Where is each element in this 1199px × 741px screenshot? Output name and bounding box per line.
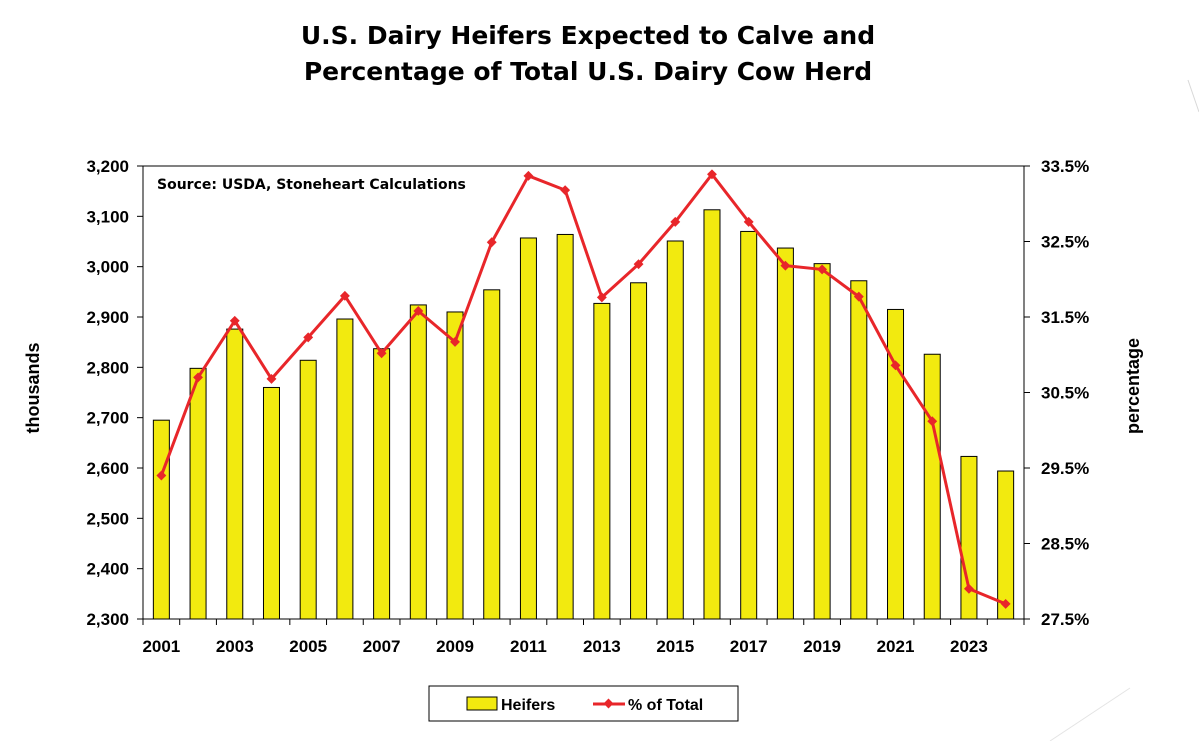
axes: 3,200 3,100 3,000 2,900 2,800 2,700 2,600 2,500… (86, 157, 1089, 656)
decorative-slide-line (1187, 79, 1199, 113)
legend-label-percent: % of Total (628, 697, 703, 714)
point-percent-of-total (156, 470, 167, 481)
x-tick-label: 2005 (289, 637, 327, 656)
point-percent-of-total (927, 416, 938, 427)
y-axis-right-title: percentage (1123, 338, 1143, 434)
y-left-tick-label: 2,500 (86, 509, 129, 528)
point-percent-of-total (339, 290, 350, 301)
x-tick-label: 2021 (877, 637, 915, 656)
x-tick-label: 2013 (583, 637, 621, 656)
x-tick-label: 2017 (730, 637, 768, 656)
bar-heifers (519, 237, 537, 620)
point-percent-of-total (193, 372, 204, 383)
point-percent-of-total (963, 583, 974, 594)
bar-heifers (960, 455, 978, 620)
point-percent-of-total (817, 264, 828, 275)
y-axis-left-title: thousands (23, 342, 43, 433)
chart-title-line-1: U.S. Dairy Heifers Expected to Calve and (301, 21, 875, 50)
bar-heifers (189, 367, 207, 620)
bar-heifers (373, 348, 391, 620)
x-tick-label: 2023 (950, 637, 988, 656)
y-right-tick-label: 31.5% (1041, 308, 1089, 327)
line-series-percent (156, 169, 1011, 609)
point-percent-of-total (853, 291, 864, 302)
bar-heifers (299, 359, 317, 620)
point-percent-of-total (670, 216, 681, 227)
source-annotation: Source: USDA, Stoneheart Calculations (157, 177, 466, 193)
point-percent-of-total (890, 360, 901, 371)
y-right-tick-label: 29.5% (1041, 459, 1089, 478)
legend: Heifers % of Total (428, 685, 739, 722)
y-left-tick-label: 3,200 (86, 157, 129, 176)
bar-series-heifers (152, 209, 1015, 620)
y-right-tick-label: 28.5% (1041, 535, 1089, 554)
x-tick-label: 2011 (510, 637, 547, 656)
bar-heifers (483, 289, 501, 620)
bar-heifers (776, 247, 794, 620)
bar-heifers (666, 240, 684, 620)
bar-heifers (262, 386, 280, 620)
y-left-tick-label: 2,900 (86, 308, 129, 327)
bar-heifers (923, 353, 941, 620)
bar-heifers (997, 470, 1015, 620)
bar-heifers (556, 233, 574, 620)
point-percent-of-total (780, 260, 791, 271)
y-left-tick-label: 3,100 (86, 207, 129, 226)
point-percent-of-total (523, 170, 534, 181)
legend-swatch-percent-marker (603, 698, 614, 709)
line-percent-of-total (159, 172, 1007, 606)
bar-heifers (446, 311, 464, 620)
legend-label-heifers: Heifers (501, 697, 555, 714)
y-right-tick-label: 33.5% (1041, 157, 1089, 176)
x-tick-label: 2015 (656, 637, 694, 656)
bar-heifers (813, 263, 831, 620)
y-left-tick-label: 2,700 (86, 409, 129, 428)
x-tick-label: 2001 (142, 637, 180, 656)
decorative-slide-line (1049, 687, 1131, 741)
bar-heifers (226, 328, 244, 620)
y-left-tick-label: 2,300 (86, 610, 129, 629)
point-percent-of-total (596, 292, 607, 303)
point-percent-of-total (1000, 598, 1011, 609)
bar-heifers (336, 318, 354, 620)
point-percent-of-total (633, 259, 644, 270)
point-percent-of-total (303, 332, 314, 343)
point-percent-of-total (450, 336, 460, 347)
bar-heifers (152, 419, 170, 620)
point-percent-of-total (376, 348, 387, 359)
bar-heifers (703, 209, 721, 620)
y-right-tick-label: 27.5% (1041, 610, 1089, 629)
x-tick-label: 2019 (803, 637, 841, 656)
point-percent-of-total (266, 373, 277, 384)
bar-heifers (887, 308, 905, 620)
point-percent-of-total (560, 185, 571, 196)
point-percent-of-total (707, 169, 717, 180)
bar-heifers (850, 280, 868, 620)
point-percent-of-total (486, 237, 497, 248)
x-tick-label: 2003 (216, 637, 254, 656)
y-right-tick-label: 30.5% (1041, 384, 1089, 403)
bar-heifers (409, 304, 427, 620)
x-tick-label: 2007 (363, 637, 401, 656)
legend-swatch-heifers (466, 696, 498, 711)
bar-heifers (740, 230, 758, 620)
x-tick-label: 2009 (436, 637, 474, 656)
point-percent-of-total (229, 315, 240, 326)
bar-heifers (593, 302, 611, 620)
point-percent-of-total (413, 306, 424, 316)
y-left-tick-label: 2,400 (86, 560, 129, 579)
y-left-tick-label: 3,000 (86, 258, 129, 277)
chart-title-line-2: Percentage of Total U.S. Dairy Cow Herd (304, 57, 872, 86)
y-left-tick-label: 2,600 (86, 459, 129, 478)
y-right-tick-label: 32.5% (1041, 233, 1089, 252)
point-percent-of-total (743, 216, 754, 227)
bar-heifers (630, 282, 648, 620)
y-left-tick-label: 2,800 (86, 358, 129, 377)
